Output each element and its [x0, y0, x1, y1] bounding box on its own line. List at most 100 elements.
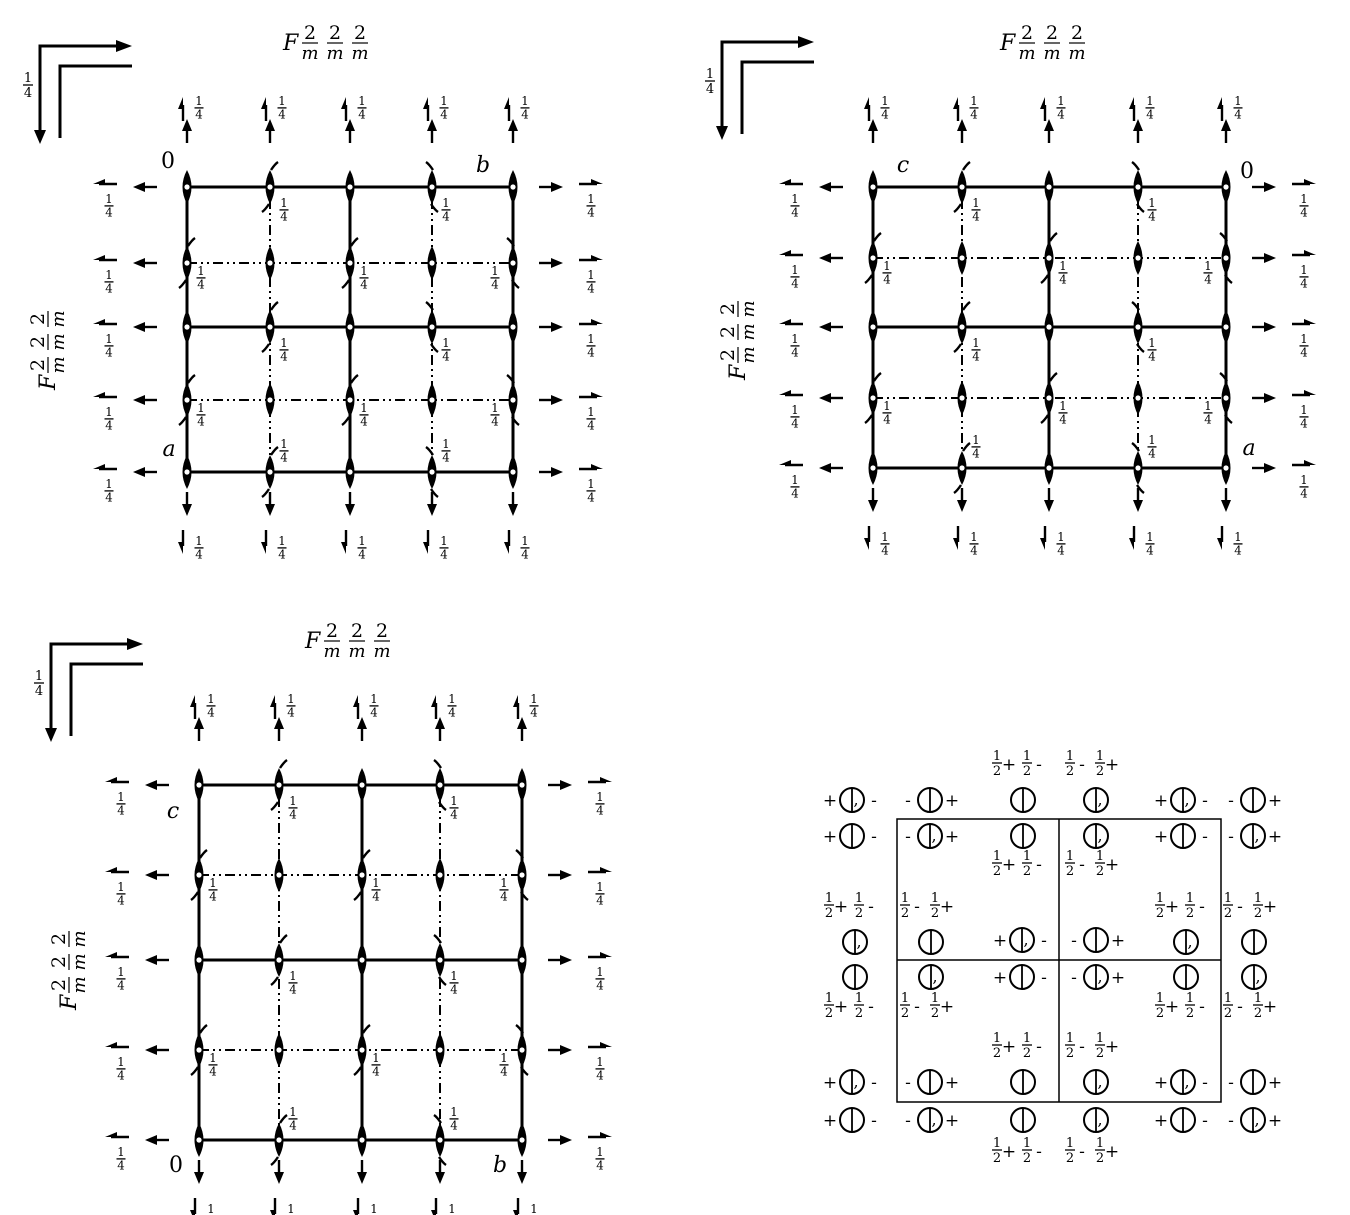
twofold-axis-icon [957, 241, 967, 275]
screw-tail [425, 301, 434, 311]
fraction-numerator: 1 [972, 336, 979, 350]
arrow-head-icon [1264, 322, 1276, 332]
height-label-quarter: 14 [279, 196, 289, 224]
fraction-numerator: 1 [117, 790, 124, 804]
height-label-quarter: 14 [288, 1105, 298, 1133]
fraction-denominator: 4 [791, 277, 798, 291]
minus-sign: - [1202, 791, 1208, 811]
height-label-quarter: 14 [116, 965, 126, 993]
twofold-axis-icon [1133, 241, 1143, 275]
general-position-circle [1010, 1069, 1036, 1095]
height-label-quarter: 14 [279, 336, 289, 364]
inversion-centre-dot [196, 1137, 202, 1143]
half-arrow-icon [1292, 390, 1316, 397]
twofold-axis-icon [435, 1033, 445, 1067]
axis-arrow-right-icon [548, 780, 572, 790]
plus-sign: + [940, 997, 954, 1017]
height-fraction: 14 [23, 71, 33, 101]
fraction-numerator: 1 [596, 1145, 603, 1159]
fraction-numerator: 1 [1254, 891, 1262, 906]
screw-tail [515, 1024, 524, 1034]
twofold-axis-icon [868, 170, 878, 204]
fraction-denominator: 4 [1059, 413, 1066, 427]
enantiomorph-comma: , [1254, 1110, 1259, 1129]
fraction-denominator: 4 [278, 108, 285, 122]
screw-tail [438, 1156, 447, 1166]
arrow-head-icon [591, 319, 603, 324]
screw-axis-icon [1131, 161, 1145, 213]
fraction-denominator: 4 [1057, 544, 1064, 558]
inversion-centre-dot [184, 324, 190, 330]
twofold-axis-icon [182, 455, 192, 489]
inversion-centre-dot [1223, 465, 1229, 471]
enantiomorph-comma: , [1184, 1072, 1189, 1091]
axis-arrow-up-icon [1044, 119, 1054, 143]
inversion-centre-dot [429, 397, 435, 403]
screw-tail [1136, 203, 1145, 213]
general-position-circle [1010, 787, 1036, 813]
fraction-denominator: 4 [596, 979, 603, 993]
inversion-centre-dot [429, 469, 435, 475]
plus-sign: + [1263, 997, 1277, 1017]
inversion-centre-dot [870, 395, 876, 401]
plus-sign: + [1111, 968, 1125, 988]
inversion-centre-dot [347, 260, 353, 266]
fraction-denominator: 4 [1057, 108, 1064, 122]
symbol-m: m [1068, 43, 1085, 64]
fraction-denominator: 4 [209, 890, 216, 904]
arrow-head-icon [261, 542, 266, 554]
height-label-quarter: 14 [371, 1051, 381, 1079]
screw-axis-icon [1219, 232, 1233, 284]
axis-arrow-right-icon [1252, 393, 1276, 403]
symbol-two: 2 [27, 359, 49, 371]
screw-axis-icon [515, 1024, 529, 1076]
screw-tail [962, 442, 971, 452]
fraction-denominator: 4 [883, 413, 890, 427]
general-position-circle: , [1240, 823, 1266, 849]
half-arrow-icon [261, 97, 268, 121]
fraction-numerator: 1 [993, 749, 1001, 764]
height-label-quarter: 14 [971, 336, 981, 364]
height-label-quarter: 14 [586, 268, 596, 296]
projection-axes-icon: 14 [705, 36, 814, 140]
arrow-head-icon [274, 1172, 284, 1184]
arrow-head-icon [265, 504, 275, 516]
axis-label-b: b [493, 1153, 507, 1178]
inversion-centre-dot [267, 469, 273, 475]
fraction-denominator: 2 [855, 906, 863, 921]
projection-axes-icon: 14 [23, 40, 132, 144]
fraction-denominator: 4 [450, 983, 457, 997]
inversion-centre-dot [437, 1137, 443, 1143]
axis-arrow-down-icon [194, 1160, 204, 1184]
fraction-numerator: 1 [530, 1202, 537, 1215]
half-height-label: 12 [1095, 849, 1105, 879]
minus-sign: - [1036, 1037, 1042, 1057]
arrow-head-icon [864, 97, 869, 109]
fraction-numerator: 1 [289, 1105, 296, 1119]
inversion-centre-dot [184, 260, 190, 266]
screw-axis-icon [433, 1114, 447, 1166]
arrow-head-icon [551, 258, 563, 268]
axis-arrow-left-icon [133, 182, 157, 192]
height-label-quarter: 14 [447, 692, 457, 720]
plus-sign: + [1111, 931, 1125, 951]
screw-tail [864, 414, 873, 424]
axis-arrow-right-icon [539, 258, 563, 268]
half-arrow-icon [1292, 319, 1316, 326]
half-arrow-icon [779, 179, 803, 186]
arrow-head-icon [1040, 538, 1045, 550]
fraction-numerator: 1 [1234, 530, 1241, 544]
arrow-head-icon [190, 1210, 195, 1215]
height-label-quarter: 14 [449, 1105, 459, 1133]
inversion-centre-dot [347, 469, 353, 475]
plus-sign: + [1105, 1037, 1119, 1057]
fraction-denominator: 4 [358, 108, 365, 122]
axis-arrow-up-icon [868, 119, 878, 143]
fraction-denominator: 4 [596, 1069, 603, 1083]
arrow-head-icon [93, 392, 105, 397]
fraction-denominator: 2 [1096, 1151, 1104, 1166]
arrow-head-icon [274, 717, 284, 729]
fraction-denominator: 2 [855, 1006, 863, 1021]
fraction-numerator: 1 [442, 336, 449, 350]
screw-tail [511, 416, 520, 426]
